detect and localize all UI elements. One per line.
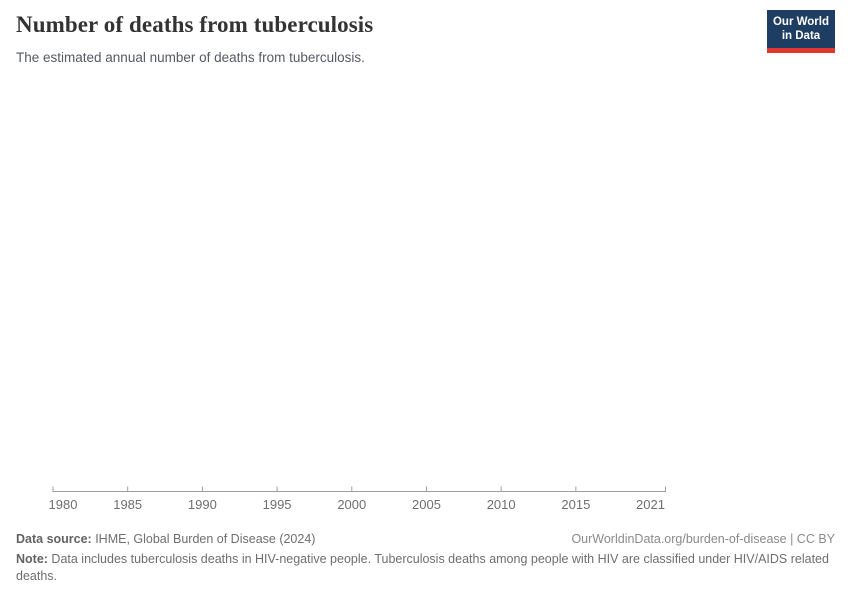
x-tick-label: 2010: [487, 497, 516, 512]
x-tick-label: 2021: [636, 497, 665, 512]
page-title: Number of deaths from tuberculosis: [16, 12, 374, 37]
owid-logo: Our World in Data: [767, 10, 835, 53]
x-axis: 1980 1985 1990 1995 2000 2005 2010 2015 2021: [49, 486, 666, 512]
x-tick-label: 1980: [49, 497, 78, 512]
data-source-text: IHME, Global Burden of Disease (2024): [91, 532, 316, 546]
data-source: Data source: IHME, Global Burden of Dise…: [16, 531, 315, 547]
chart-footer: Data source: IHME, Global Burden of Dise…: [16, 531, 835, 584]
x-tick-label: 2015: [561, 497, 590, 512]
data-source-label: Data source:: [16, 532, 92, 546]
owid-url-link[interactable]: OurWorldinData.org/burden-of-disease | C…: [571, 532, 835, 546]
x-tick-label: 1985: [113, 497, 142, 512]
owid-logo-line2: in Data: [781, 30, 821, 43]
chart-note: Note: Data includes tuberculosis deaths …: [16, 551, 835, 584]
chart-subtitle: The estimated annual number of deaths fr…: [16, 50, 365, 65]
x-tick-label: 2000: [337, 497, 366, 512]
x-tick-label: 1995: [263, 497, 292, 512]
line-chart: 01,0002,0003,0004,0005,0006,0007,0008,00…: [49, 486, 666, 512]
x-tick-label: 1990: [188, 497, 217, 512]
note-text: Data includes tuberculosis deaths in HIV…: [16, 552, 829, 583]
owid-logo-line1: Our World: [772, 16, 829, 28]
note-label: Note:: [16, 552, 48, 567]
x-tick-label: 2005: [412, 497, 441, 512]
